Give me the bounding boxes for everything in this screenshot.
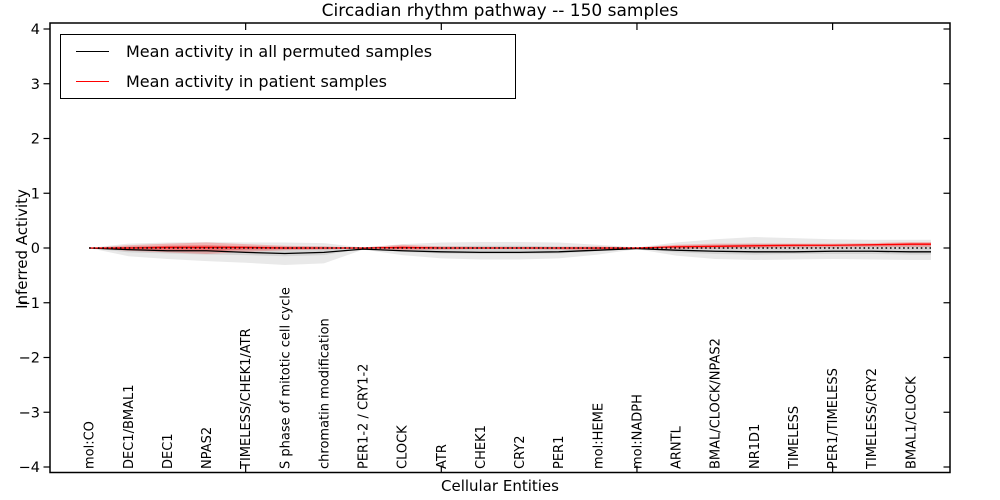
x-entity-label: BMAL/CLOCK/NPAS2 — [709, 338, 724, 469]
y-tick-label: −4 — [19, 460, 40, 476]
y-tick-label: −3 — [19, 405, 40, 421]
x-entity-label: mol:HEME — [591, 403, 606, 469]
legend-entry-permuted: Mean activity in all permuted samples — [61, 37, 515, 65]
x-entity-label: NPAS2 — [200, 427, 215, 469]
x-entity-label: PER1-2 / CRY1-2 — [357, 364, 372, 469]
x-entity-label: DEC1 — [161, 433, 176, 469]
y-tick-label: 1 — [31, 186, 40, 202]
x-entity-label: DEC1/BMAL1 — [122, 385, 137, 470]
x-entity-label: ARNTL — [670, 425, 685, 469]
x-entity-label: NR1D1 — [748, 424, 763, 469]
x-entity-label: CLOCK — [396, 425, 411, 469]
x-entity-label: mol:NADPH — [630, 394, 645, 469]
legend-label-patient: Mean activity in patient samples — [126, 72, 387, 92]
x-entity-label: CRY2 — [513, 436, 528, 470]
x-entity-label: TIMELESS/CHEK1/ATR — [239, 328, 254, 470]
x-entity-label: TIMELESS/CRY2 — [865, 368, 880, 470]
permuted-spread-outer-band — [89, 237, 931, 265]
x-entity-label: TIMELESS — [787, 406, 802, 470]
x-entity-label: chromatin modification — [317, 318, 332, 469]
x-entity-label: ATR — [435, 444, 450, 469]
chart-title: Circadian rhythm pathway -- 150 samples — [321, 1, 679, 21]
legend-box: Mean activity in all permuted samples Me… — [60, 34, 516, 99]
x-entity-label: PER1/TIMELESS — [826, 368, 841, 469]
legend-label-permuted: Mean activity in all permuted samples — [126, 41, 433, 61]
permuted-line-swatch — [76, 50, 109, 52]
x-entity-label: CHEK1 — [474, 425, 489, 469]
x-entity-label: mol:CO — [83, 421, 98, 469]
x-entity-label: BMAL1/CLOCK — [904, 376, 919, 469]
permuted-mean-line — [89, 247, 931, 255]
y-tick-label: −2 — [19, 351, 40, 367]
y-axis-title: Inferred Activity — [13, 189, 31, 309]
x-entity-label: S phase of mitotic cell cycle — [278, 287, 293, 469]
y-tick-label: 4 — [31, 22, 40, 38]
y-tick-label: 0 — [31, 241, 40, 257]
patient-mean-line — [89, 243, 931, 249]
legend-entry-patient: Mean activity in patient samples — [61, 68, 515, 96]
x-axis-title: Cellular Entities — [441, 477, 559, 495]
y-tick-label: −1 — [19, 296, 40, 312]
y-tick-label: 3 — [31, 77, 40, 93]
x-entity-label: PER1 — [552, 436, 567, 469]
patient-line-swatch — [76, 81, 109, 83]
y-tick-label: 2 — [31, 132, 40, 148]
